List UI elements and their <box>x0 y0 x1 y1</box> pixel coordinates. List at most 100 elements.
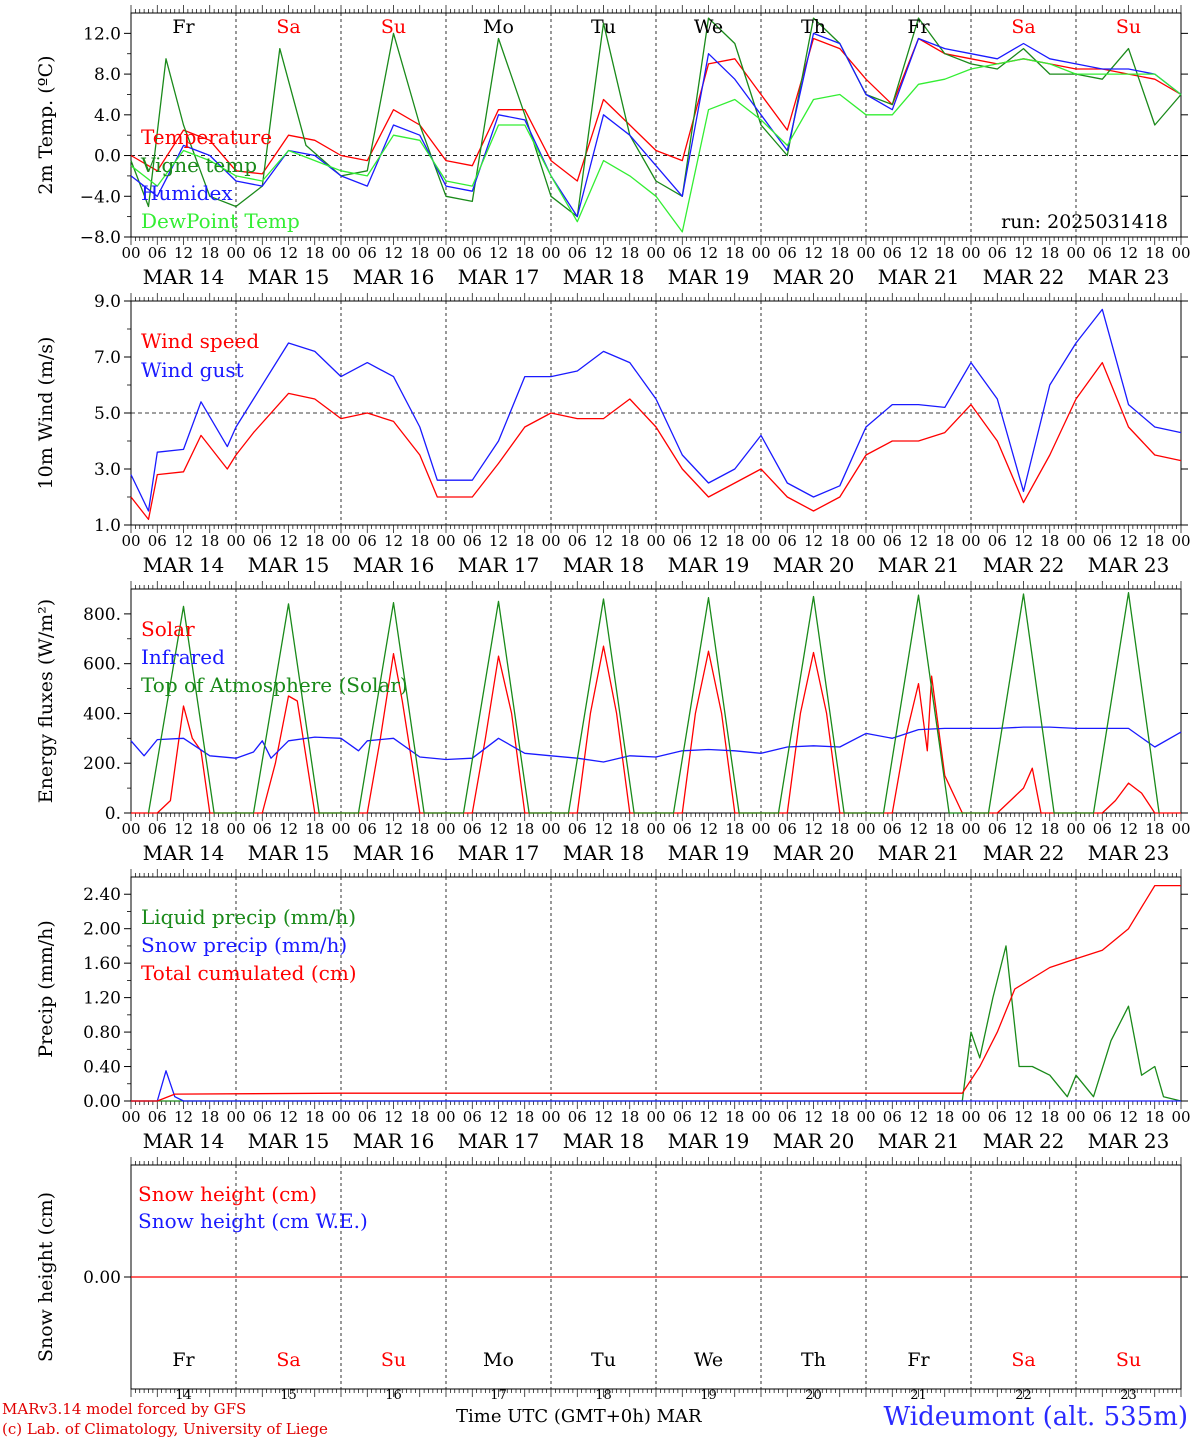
run-annotation: run: 2025031418 <box>1001 211 1168 233</box>
x-hour-label: 12 <box>909 532 928 550</box>
y-axis-label: Precip (mm/h) <box>35 920 57 1058</box>
x-date-label: MAR 23 <box>1088 553 1170 577</box>
x-hour-label: 12 <box>909 244 928 262</box>
x-hour-label: 18 <box>1040 1108 1059 1126</box>
x-hour-label: 12 <box>594 532 613 550</box>
x-date-label: MAR 20 <box>773 265 855 289</box>
x-hour-label: 18 <box>1145 1108 1164 1126</box>
x-hour-label: 00 <box>436 532 455 550</box>
x-hour-label: 18 <box>305 820 324 838</box>
x-date-label: MAR 22 <box>983 553 1065 577</box>
x-hour-label: 06 <box>463 532 482 550</box>
x-date-label: MAR 16 <box>353 1129 435 1153</box>
x-date-label: MAR 17 <box>458 1129 540 1153</box>
x-date-label: MAR 17 <box>458 265 540 289</box>
x-hour-label: 12 <box>1014 244 1033 262</box>
x-hour-label: 18 <box>1145 244 1164 262</box>
x-hour-label: 00 <box>751 1108 770 1126</box>
x-hour-label: 12 <box>1119 820 1138 838</box>
x-hour-label: 00 <box>646 820 665 838</box>
weekday-label: Su <box>381 1349 406 1371</box>
weekday-label: Mo <box>483 1349 514 1371</box>
x-hour-label: 00 <box>646 244 665 262</box>
y-tick-label: 8.0 <box>94 65 121 85</box>
x-hour-label: 18 <box>410 1108 429 1126</box>
weekday-label: Fr <box>907 1349 930 1371</box>
x-hour-label: 18 <box>830 532 849 550</box>
x-hour-label: 12 <box>174 244 193 262</box>
weekday-label: Fr <box>907 16 930 38</box>
x-hour-label: 00 <box>331 244 350 262</box>
x-hour-label: 06 <box>778 244 797 262</box>
series-line-total-cumulated-cm- <box>131 884 1181 1102</box>
x-hour-label: 06 <box>148 244 167 262</box>
x-hour-label: 18 <box>200 820 219 838</box>
x-hour-label: 12 <box>699 532 718 550</box>
x-date-label: MAR 23 <box>1088 265 1170 289</box>
x-hour-label: 06 <box>463 244 482 262</box>
x-hour-label: 18 <box>305 1108 324 1126</box>
x-hour-label: 06 <box>1093 820 1112 838</box>
x-hour-label: 06 <box>568 820 587 838</box>
series-line-top-of-atmosphere-solar- <box>147 592 1160 814</box>
x-hour-label: 18 <box>200 1108 219 1126</box>
x-hour-label: 00 <box>1171 532 1190 550</box>
x-hour-label: 12 <box>1014 532 1033 550</box>
y-tick-label: 0.00 <box>83 1092 121 1112</box>
x-date-label: MAR 22 <box>983 841 1065 865</box>
x-hour-label: 06 <box>883 532 902 550</box>
x-hour-label: 00 <box>1066 244 1085 262</box>
x-hour-label: 00 <box>961 244 980 262</box>
x-hour-label: 00 <box>1066 820 1085 838</box>
x-hour-label: 00 <box>541 244 560 262</box>
x-hour-label: 00 <box>751 532 770 550</box>
x-hour-label: 18 <box>200 532 219 550</box>
x-hour-label: 00 <box>961 1108 980 1126</box>
x-hour-label: 06 <box>778 1108 797 1126</box>
legend-entry: DewPoint Temp <box>141 209 300 233</box>
panel-snow: 0.00 Snow height (cm) Snow height (cm) Snow… <box>35 1157 1188 1403</box>
x-hour-label: 06 <box>1093 532 1112 550</box>
x-hour-label: 06 <box>148 1108 167 1126</box>
x-hour-label: 12 <box>699 1108 718 1126</box>
x-hour-label: 18 <box>725 244 744 262</box>
x-hour-label: 12 <box>594 1108 613 1126</box>
x-hour-label: 18 <box>1145 820 1164 838</box>
x-date-label: MAR 14 <box>143 841 225 865</box>
x-hour-label: 12 <box>384 244 403 262</box>
series-line-vigne-temp <box>130 17 1182 218</box>
y-tick-label: 800. <box>83 605 121 625</box>
x-hour-label: 06 <box>253 1108 272 1126</box>
y-tick-label: 3.0 <box>94 460 121 480</box>
x-date-label: MAR 20 <box>773 841 855 865</box>
x-hour-label: 18 <box>515 820 534 838</box>
x-hour-label: 12 <box>279 1108 298 1126</box>
x-hour-label: 06 <box>673 244 692 262</box>
weekday-label: Th <box>801 16 826 38</box>
panel-temp: −8.0 −4.0 0.0 4.0 8.0 12.0 2m Temp. (ºC) Temper… <box>35 5 1191 289</box>
series-line-liquid-precip-mm-h- <box>131 945 1182 1102</box>
x-hour-label: 06 <box>253 532 272 550</box>
x-hour-label: 06 <box>988 532 1007 550</box>
x-hour-label: 12 <box>384 532 403 550</box>
x-hour-label: 06 <box>463 820 482 838</box>
x-hour-label: 18 <box>410 244 429 262</box>
x-date-label: MAR 21 <box>878 1129 960 1153</box>
weekday-label: Th <box>801 1349 826 1371</box>
y-tick-label: 400. <box>83 704 121 724</box>
weekday-label: We <box>694 16 723 38</box>
y-tick-label: 0.40 <box>83 1058 121 1078</box>
x-date-label: MAR 18 <box>563 553 645 577</box>
x-hour-label: 18 <box>725 820 744 838</box>
legend-entry: Total cumulated (cm) <box>141 961 357 985</box>
x-hour-label: 00 <box>331 532 350 550</box>
x-hour-label: 00 <box>646 1108 665 1126</box>
x-date-label: MAR 15 <box>248 1129 330 1153</box>
x-hour-label: 00 <box>226 532 245 550</box>
x-hour-label: 12 <box>804 1108 823 1126</box>
x-hour-label: 00 <box>226 1108 245 1126</box>
x-hour-label: 00 <box>541 532 560 550</box>
x-hour-label: 06 <box>358 1108 377 1126</box>
x-hour-label: 06 <box>883 244 902 262</box>
x-hour-label: 12 <box>174 820 193 838</box>
